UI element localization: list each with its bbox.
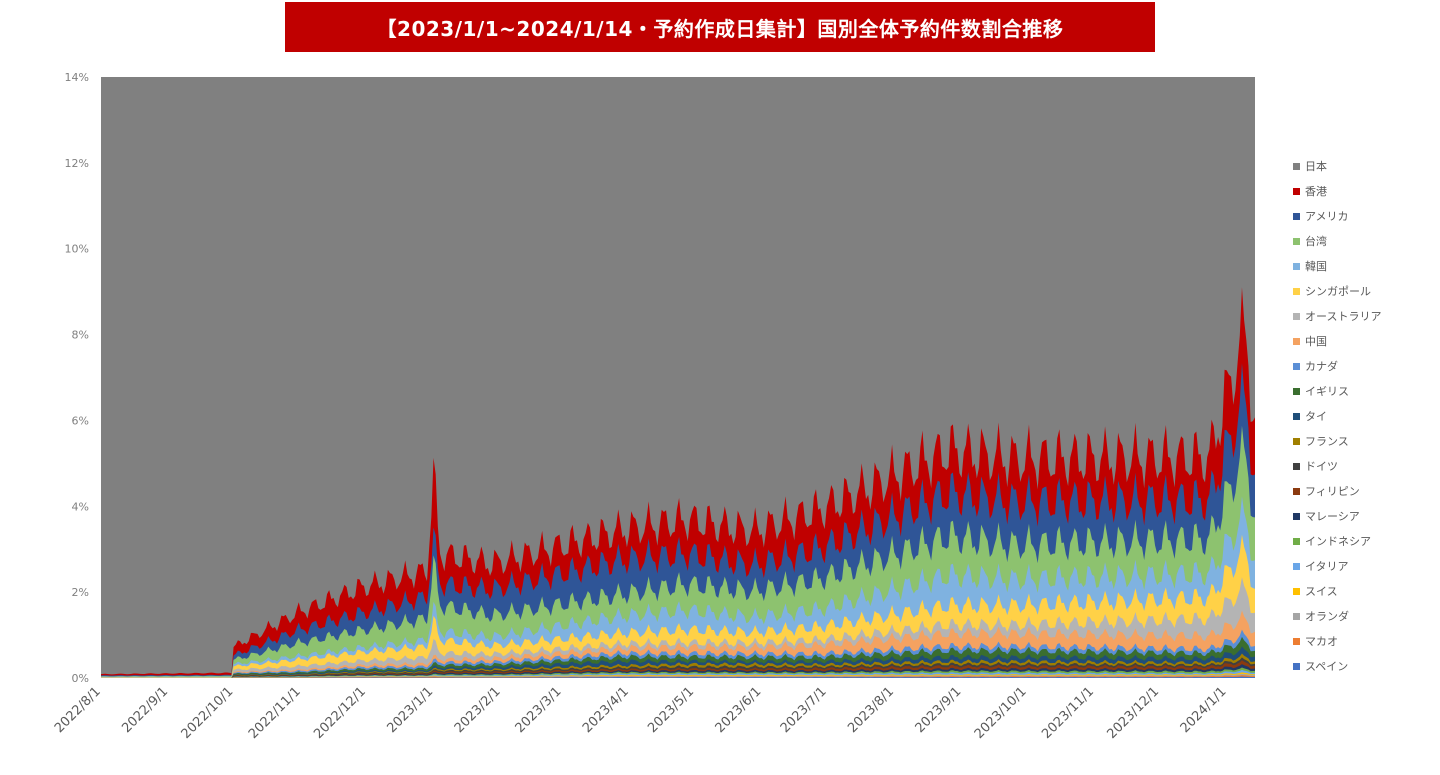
legend-item: ドイツ (1293, 460, 1338, 473)
legend-swatch (1293, 163, 1300, 170)
legend-swatch (1293, 663, 1300, 670)
legend-swatch (1293, 438, 1300, 445)
legend-item: マレーシア (1293, 510, 1360, 523)
legend-swatch (1293, 313, 1300, 320)
y-tick-label: 6% (72, 414, 89, 427)
y-tick-label: 14% (65, 71, 89, 84)
legend-item: オーストラリア (1293, 310, 1381, 323)
legend-label: マレーシア (1305, 510, 1360, 523)
legend-swatch (1293, 363, 1300, 370)
x-tick-label: 2022/8/1 (52, 684, 104, 736)
legend-label: イギリス (1305, 385, 1349, 398)
plot-area (101, 77, 1255, 678)
x-tick-label: 2023/12/1 (1104, 684, 1162, 742)
legend-item: シンガポール (1293, 285, 1371, 298)
legend-label: フィリピン (1305, 485, 1360, 498)
legend-swatch (1293, 488, 1300, 495)
legend-item: 台湾 (1293, 234, 1327, 248)
x-tick-label: 2023/1/1 (384, 684, 436, 736)
legend-swatch (1293, 238, 1300, 245)
x-tick-label: 2023/8/1 (845, 684, 897, 736)
y-tick-label: 0% (72, 672, 89, 685)
legend-label: カナダ (1305, 359, 1338, 373)
legend-item: タイ (1293, 410, 1327, 423)
legend-label: 韓国 (1305, 260, 1327, 273)
legend-swatch (1293, 413, 1300, 420)
legend-item: インドネシア (1293, 535, 1371, 548)
legend-item: オランダ (1293, 609, 1349, 623)
legend-label: 香港 (1305, 185, 1327, 198)
area-series-19 (101, 676, 1255, 678)
x-tick-label: 2023/7/1 (778, 684, 830, 736)
x-axis: 2022/8/1 2022/9/1 2022/10/1 2022/11/1 2022/1… (52, 684, 1230, 742)
x-tick-label: 2022/12/1 (311, 684, 369, 742)
legend-item: 中国 (1293, 335, 1327, 348)
legend-label: 中国 (1305, 335, 1327, 348)
legend-swatch (1293, 513, 1300, 520)
legend-item: スイス (1293, 585, 1338, 598)
x-tick-label: 2022/9/1 (119, 684, 171, 736)
x-tick-label: 2023/2/1 (452, 684, 504, 736)
legend-item: フィリピン (1293, 485, 1360, 498)
legend-item: スペイン (1293, 660, 1348, 673)
legend-swatch (1293, 263, 1300, 270)
y-tick-label: 2% (72, 586, 89, 599)
legend-label: オーストラリア (1305, 310, 1381, 323)
legend-swatch (1293, 288, 1300, 295)
legend-label: シンガポール (1305, 285, 1371, 298)
legend-swatch (1293, 213, 1300, 220)
legend-label: イタリア (1305, 560, 1349, 573)
legend-item: イタリア (1293, 560, 1349, 573)
legend-item: カナダ (1293, 359, 1338, 373)
legend-item: イギリス (1293, 385, 1349, 398)
legend-swatch (1293, 563, 1300, 570)
legend-item: 日本 (1293, 159, 1327, 173)
legend-label: マカオ (1305, 635, 1338, 648)
y-axis: 0% 2% 4% 6% 8% 10% 12% 14% (65, 71, 89, 685)
legend-item: 韓国 (1293, 260, 1327, 273)
legend-swatch (1293, 463, 1300, 470)
legend-label: スペイン (1305, 660, 1348, 673)
legend-item: マカオ (1293, 635, 1338, 648)
legend-label: フランス (1305, 435, 1349, 448)
legend: 日本香港アメリカ台湾韓国シンガポールオーストラリア中国カナダイギリスタイフランス… (1293, 159, 1381, 673)
x-tick-label: 2023/9/1 (913, 684, 965, 736)
x-tick-label: 2022/10/1 (179, 684, 237, 742)
legend-label: スイス (1305, 585, 1338, 598)
chart-title: 【2023/1/1~2024/1/14・予約作成日集計】国別全体予約件数割合推移 (285, 2, 1155, 52)
x-tick-label: 2023/3/1 (513, 684, 565, 736)
legend-item: 香港 (1293, 185, 1327, 198)
legend-item: アメリカ (1293, 210, 1348, 223)
y-tick-label: 8% (72, 329, 89, 342)
legend-label: インドネシア (1305, 535, 1371, 548)
legend-swatch (1293, 613, 1300, 620)
y-tick-label: 10% (65, 243, 89, 256)
legend-label: オランダ (1305, 609, 1349, 623)
legend-swatch (1293, 588, 1300, 595)
legend-label: ドイツ (1305, 460, 1338, 473)
legend-swatch (1293, 538, 1300, 545)
legend-swatch (1293, 388, 1300, 395)
x-tick-label: 2023/4/1 (580, 684, 632, 736)
x-tick-label: 2022/11/1 (246, 684, 304, 742)
y-tick-label: 12% (65, 157, 89, 170)
y-tick-label: 4% (72, 500, 89, 513)
legend-swatch (1293, 338, 1300, 345)
legend-label: 台湾 (1305, 234, 1327, 248)
x-tick-label: 2023/5/1 (645, 684, 697, 736)
x-tick-label: 2023/6/1 (713, 684, 765, 736)
x-tick-label: 2023/10/1 (972, 684, 1030, 742)
legend-label: 日本 (1305, 159, 1327, 173)
legend-item: フランス (1293, 435, 1349, 448)
legend-swatch (1293, 638, 1300, 645)
legend-swatch (1293, 188, 1300, 195)
legend-label: タイ (1305, 410, 1327, 423)
legend-label: アメリカ (1305, 210, 1348, 223)
x-tick-label: 2024/1/1 (1178, 684, 1230, 736)
x-tick-label: 2023/11/1 (1039, 684, 1097, 742)
